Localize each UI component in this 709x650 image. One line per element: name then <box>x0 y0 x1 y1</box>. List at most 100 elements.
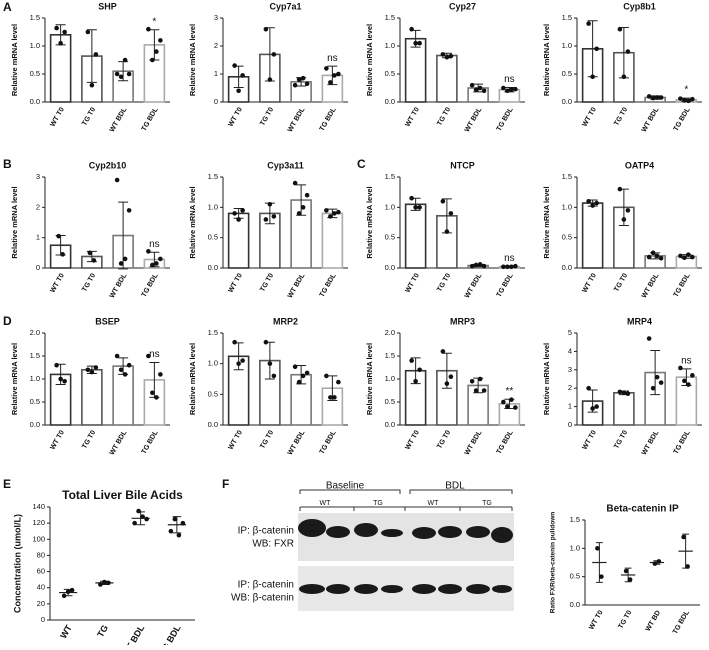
blot-row-label: IP: β-catenin <box>238 526 294 537</box>
y-tick-label: 0.0 <box>385 263 395 272</box>
significance: ns <box>149 349 160 360</box>
data-point <box>678 253 683 259</box>
western-blot: Baseline BDL WT TG WT TG IP: β-catenin W… <box>231 481 514 611</box>
x-tick-label: TG T0 <box>259 429 275 450</box>
data-point <box>654 95 660 100</box>
data-point <box>501 85 506 91</box>
x-tick-label: WT BDL <box>109 106 129 134</box>
x-tick-label: TG BDL <box>496 106 515 133</box>
y-tick-label: 2 <box>214 41 218 50</box>
data-point <box>417 367 422 373</box>
data-point <box>646 336 652 341</box>
panel-label: D <box>3 314 12 328</box>
data-point <box>118 367 124 373</box>
data-point <box>627 577 633 582</box>
data-point <box>686 382 691 387</box>
x-tick-label: WT T0 <box>49 429 66 451</box>
data-point <box>236 217 241 222</box>
data-point <box>58 40 63 46</box>
data-point <box>650 95 656 101</box>
data-point <box>448 374 454 380</box>
data-point <box>263 26 269 32</box>
chart: MRP3 Relative mRNA level 0.0 0.5 1.0 1.5 2.0 WT… <box>365 316 525 456</box>
data-point <box>267 202 273 207</box>
data-point <box>625 49 631 54</box>
significance: ns <box>681 356 692 367</box>
chart: OATP4 Relative mRNA level 0.0 0.5 1.0 1.5 WT T… <box>542 160 702 299</box>
x-tick-label: WT BDL <box>464 429 484 457</box>
data-point <box>409 195 414 201</box>
data-point <box>654 374 660 380</box>
x-tick-label: WT BD <box>645 609 663 632</box>
data-point <box>150 57 155 63</box>
data-point <box>617 389 623 395</box>
y-tick-label: 4 <box>568 346 572 355</box>
x-tick-label: WT T0 <box>404 106 421 128</box>
y-tick-label: 5 <box>568 328 572 337</box>
data-point <box>292 82 298 88</box>
data-point <box>154 395 159 400</box>
data-point <box>292 364 298 370</box>
data-point <box>106 580 111 586</box>
x-tick-label: TG T0 <box>617 609 633 630</box>
data-point <box>481 263 487 269</box>
data-point <box>586 198 591 204</box>
data-point <box>122 372 128 377</box>
data-point <box>477 376 483 382</box>
data-point <box>623 568 629 574</box>
data-point <box>682 378 687 384</box>
x-tick-label: TG <box>95 623 110 639</box>
data-point <box>114 353 120 359</box>
data-point <box>650 385 656 391</box>
data-point <box>176 532 182 538</box>
data-point <box>146 353 151 359</box>
x-tick-label: TG BDL <box>496 272 515 299</box>
bar <box>404 203 427 269</box>
y-axis-label: Relative mRNA level <box>542 186 551 258</box>
significance: * <box>152 16 156 27</box>
data-point <box>62 379 67 384</box>
data-point <box>114 177 120 183</box>
x-tick-label: TG BDL <box>141 106 160 133</box>
x-tick-label: TG T0 <box>613 429 629 450</box>
error-bar <box>86 29 97 83</box>
y-axis-label: Relative mRNA level <box>10 24 19 96</box>
data-point <box>501 264 506 270</box>
y-axis-label: Relative mRNA level <box>365 24 374 96</box>
x-tick-label: WT T0 <box>404 429 421 451</box>
y-tick-label: 0.0 <box>385 420 395 429</box>
y-tick-label: 1.5 <box>385 351 395 360</box>
y-tick-label: 0.5 <box>385 233 395 242</box>
data-point <box>232 63 237 68</box>
bracket <box>299 506 513 511</box>
chart: Cyp2b10 Relative mRNA level 0 1 2 3 WT T0 TG T0… <box>10 160 170 299</box>
data-point <box>240 358 245 363</box>
chart: MRP4 Relative mRNA level 0 1 2 3 4 5 WT T0 TG T0 W… <box>542 316 702 456</box>
y-tick-label: 1.5 <box>30 351 40 360</box>
y-tick-label: 1.0 <box>562 41 572 50</box>
y-tick-label: 3 <box>568 365 572 374</box>
x-tick-label: TG BDL <box>319 106 338 133</box>
data-point <box>240 73 245 78</box>
bar <box>613 391 635 426</box>
data-point <box>417 40 422 46</box>
y-tick-label: 0.0 <box>208 263 218 272</box>
x-tick-label: TG BDL <box>157 623 183 645</box>
chart: Cyp8b1 Relative mRNA level 0.0 0.5 1.0 1.5 WT … <box>542 1 702 133</box>
chart: Cyp7a1 Relative mRNA level 0 1 2 3 WT T0 TG T0 W… <box>188 1 348 133</box>
data-point <box>296 211 302 216</box>
data-point <box>448 211 454 216</box>
data-point <box>469 82 475 88</box>
data-point <box>594 46 599 52</box>
data-point <box>505 404 510 409</box>
y-axis-label: Relative mRNA level <box>188 343 197 415</box>
x-tick-label: TG BDL <box>673 429 692 456</box>
data-point <box>650 250 656 256</box>
y-tick-label: 2.0 <box>30 328 40 337</box>
data-point <box>477 85 483 91</box>
data-point <box>93 365 99 370</box>
y-tick-label: 3 <box>214 13 218 22</box>
data-point <box>473 388 479 393</box>
data-point <box>58 376 63 382</box>
data-point <box>413 205 418 210</box>
